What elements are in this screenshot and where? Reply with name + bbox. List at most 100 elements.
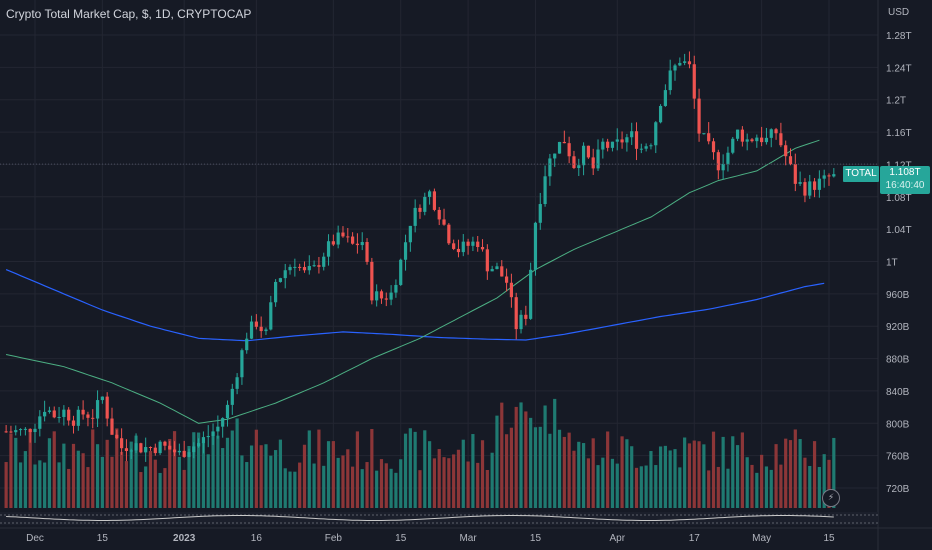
volume-bar — [769, 469, 773, 508]
candle-body — [606, 141, 610, 148]
volume-bar — [134, 435, 138, 508]
volume-bar — [375, 470, 379, 508]
volume-bar — [456, 449, 461, 508]
volume-bar — [274, 450, 278, 508]
candle-body — [100, 396, 104, 401]
volume-bar — [187, 445, 191, 508]
price-axis[interactable]: USD 1.28T 1.24T 1.2T 1.16T 1.12T 1.08T 1.04T 1T… — [886, 7, 912, 495]
volume-bar — [153, 459, 157, 508]
time-tick-label: 15 — [823, 533, 835, 544]
volume-bar — [341, 455, 345, 508]
volume-bar — [413, 431, 417, 508]
candle-body — [115, 434, 119, 439]
volume-bar — [601, 457, 605, 508]
candle-body — [485, 249, 489, 272]
candle-body — [456, 248, 461, 253]
candle-body — [293, 266, 297, 268]
price-tick-label: 1.04T — [886, 225, 912, 236]
volume-bar — [57, 462, 61, 508]
volume-bar — [254, 429, 258, 508]
candle-body — [52, 410, 56, 418]
volume-bar — [447, 458, 451, 508]
candle-body — [707, 133, 711, 142]
candle-body — [57, 416, 61, 418]
volume-bar — [201, 442, 206, 508]
candle-body — [760, 137, 764, 143]
volume-bar — [490, 452, 494, 508]
candle-body — [557, 141, 562, 154]
candle-body — [620, 139, 624, 143]
candle-body — [298, 266, 302, 268]
candle-body — [172, 449, 177, 453]
time-tick-label: 2023 — [173, 533, 196, 544]
volume-bar — [351, 466, 355, 508]
price-tick-label: 1T — [886, 258, 898, 269]
lightning-icon[interactable]: ⚡ — [822, 489, 840, 507]
volume-bar — [317, 429, 321, 508]
candle-body — [427, 191, 432, 197]
candle-body — [798, 182, 802, 184]
candle-body — [201, 437, 206, 444]
volume-bar — [95, 444, 100, 508]
candle-body — [822, 175, 826, 179]
candle-body — [43, 411, 47, 417]
volume-bar — [524, 411, 528, 508]
volume-bar — [461, 439, 465, 508]
candle-body — [832, 174, 836, 177]
candle-body — [735, 129, 740, 139]
price-tick-label: 1.28T — [886, 31, 912, 42]
volume-bar — [307, 430, 311, 508]
candle-body — [711, 141, 716, 153]
volume-bar — [427, 441, 432, 508]
volume-bar — [355, 431, 360, 508]
candle-body — [355, 243, 360, 246]
time-tick-label: 15 — [395, 533, 407, 544]
price-tick-label: 880B — [886, 355, 910, 366]
volume-bar — [225, 437, 230, 508]
candle-body — [370, 261, 374, 301]
volume-bar — [452, 454, 456, 508]
price-tick-label: 920B — [886, 322, 910, 333]
candle-body — [278, 278, 283, 282]
candle-body — [601, 141, 605, 150]
candle-body — [4, 431, 8, 433]
current-price-tag: 1.108T 16:40:40 — [880, 166, 930, 194]
volume-bar — [278, 439, 283, 508]
candle-body — [360, 242, 364, 246]
volume-bar — [365, 462, 369, 508]
volume-bar — [668, 450, 672, 508]
volume-bar — [235, 418, 239, 508]
volume-bar — [221, 448, 225, 508]
chart-title: Crypto Total Market Cap, $, 1D, CRYPTOCA… — [6, 7, 252, 21]
candle-body — [139, 443, 143, 453]
price-tick-label: 1.12T — [886, 160, 912, 171]
candle-body — [480, 246, 485, 250]
volume-bar — [62, 443, 66, 508]
candle-body — [634, 131, 639, 149]
oscillator-line — [6, 515, 834, 521]
candle-body — [28, 428, 32, 433]
candle-body — [639, 148, 643, 150]
candlesticks — [4, 51, 836, 462]
volume-bar — [192, 432, 196, 508]
symbol-price-label: TOTAL — [843, 166, 879, 182]
time-axis[interactable]: Dec 15 2023 16 Feb 15 Mar 15 Apr 17 May 15 — [26, 533, 835, 544]
candle-body — [9, 431, 13, 433]
volume-bar — [312, 463, 316, 508]
volume-bar — [548, 433, 552, 508]
volume-bar — [76, 450, 80, 508]
volume-bar — [822, 454, 826, 508]
volume-bar — [86, 467, 90, 508]
candle-body — [326, 241, 331, 257]
candle-body — [336, 232, 340, 245]
time-tick-label: May — [752, 533, 771, 544]
candle-body — [533, 222, 538, 270]
candle-body — [389, 292, 393, 300]
volume-bar — [567, 432, 571, 508]
volume-bar — [298, 462, 302, 508]
candle-body — [144, 447, 148, 453]
price-tick-label: 960B — [886, 290, 910, 301]
moving-average-short-line — [5, 139, 820, 424]
candle-body — [490, 269, 494, 272]
